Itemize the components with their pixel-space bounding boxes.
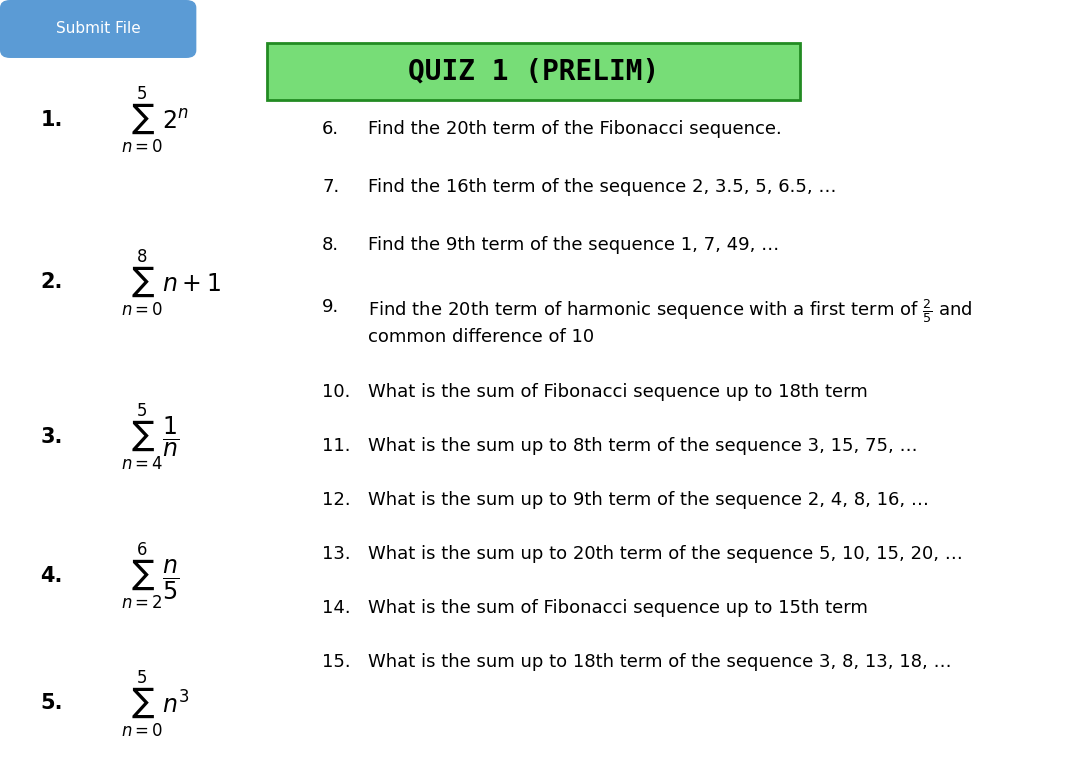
Text: $\sum_{n=4}^{5} \dfrac{1}{n}$: $\sum_{n=4}^{5} \dfrac{1}{n}$ xyxy=(121,401,179,472)
Text: Find the 20th term of harmonic sequence with a first term of $\frac{2}{5}$ and
c: Find the 20th term of harmonic sequence … xyxy=(367,298,972,346)
Text: What is the sum up to 9th term of the sequence 2, 4, 8, 16, …: What is the sum up to 9th term of the se… xyxy=(367,491,929,509)
Text: 10.: 10. xyxy=(322,383,351,400)
Text: Find the 16th term of the sequence 2, 3.5, 5, 6.5, …: Find the 16th term of the sequence 2, 3.… xyxy=(367,178,836,196)
Text: What is the sum of Fibonacci sequence up to 15th term: What is the sum of Fibonacci sequence up… xyxy=(367,599,867,617)
Text: What is the sum of Fibonacci sequence up to 18th term: What is the sum of Fibonacci sequence up… xyxy=(367,383,867,400)
Text: 12.: 12. xyxy=(322,491,351,509)
Text: QUIZ 1 (PRELIM): QUIZ 1 (PRELIM) xyxy=(408,57,659,86)
Text: 8.: 8. xyxy=(322,236,339,254)
Text: What is the sum up to 18th term of the sequence 3, 8, 13, 18, …: What is the sum up to 18th term of the s… xyxy=(367,653,951,671)
Text: 13.: 13. xyxy=(322,545,351,563)
Text: 7.: 7. xyxy=(322,178,339,196)
Text: 15.: 15. xyxy=(322,653,351,671)
Text: $\sum_{n=0}^{5} 2^{n}$: $\sum_{n=0}^{5} 2^{n}$ xyxy=(121,84,189,155)
Text: 1.: 1. xyxy=(40,110,63,130)
Text: $\sum_{n=0}^{5} n^{3}$: $\sum_{n=0}^{5} n^{3}$ xyxy=(121,668,189,739)
Text: 9.: 9. xyxy=(322,298,339,315)
Text: Submit File: Submit File xyxy=(56,22,140,36)
FancyBboxPatch shape xyxy=(267,43,800,100)
Text: 14.: 14. xyxy=(322,599,351,617)
Text: 5.: 5. xyxy=(40,693,63,713)
Text: 11.: 11. xyxy=(322,437,351,455)
FancyBboxPatch shape xyxy=(0,0,197,58)
Text: Find the 9th term of the sequence 1, 7, 49, …: Find the 9th term of the sequence 1, 7, … xyxy=(367,236,779,254)
Text: 2.: 2. xyxy=(40,272,63,292)
Text: $\sum_{n=0}^{8} n+1$: $\sum_{n=0}^{8} n+1$ xyxy=(121,247,220,318)
Text: What is the sum up to 20th term of the sequence 5, 10, 15, 20, …: What is the sum up to 20th term of the s… xyxy=(367,545,962,563)
Text: What is the sum up to 8th term of the sequence 3, 15, 75, …: What is the sum up to 8th term of the se… xyxy=(367,437,917,455)
Text: 3.: 3. xyxy=(40,427,63,447)
Text: 4.: 4. xyxy=(40,566,63,586)
Text: Find the 20th term of the Fibonacci sequence.: Find the 20th term of the Fibonacci sequ… xyxy=(367,120,781,138)
Text: $\sum_{n=2}^{6} \dfrac{n}{5}$: $\sum_{n=2}^{6} \dfrac{n}{5}$ xyxy=(121,540,179,611)
Text: 6.: 6. xyxy=(322,120,339,138)
